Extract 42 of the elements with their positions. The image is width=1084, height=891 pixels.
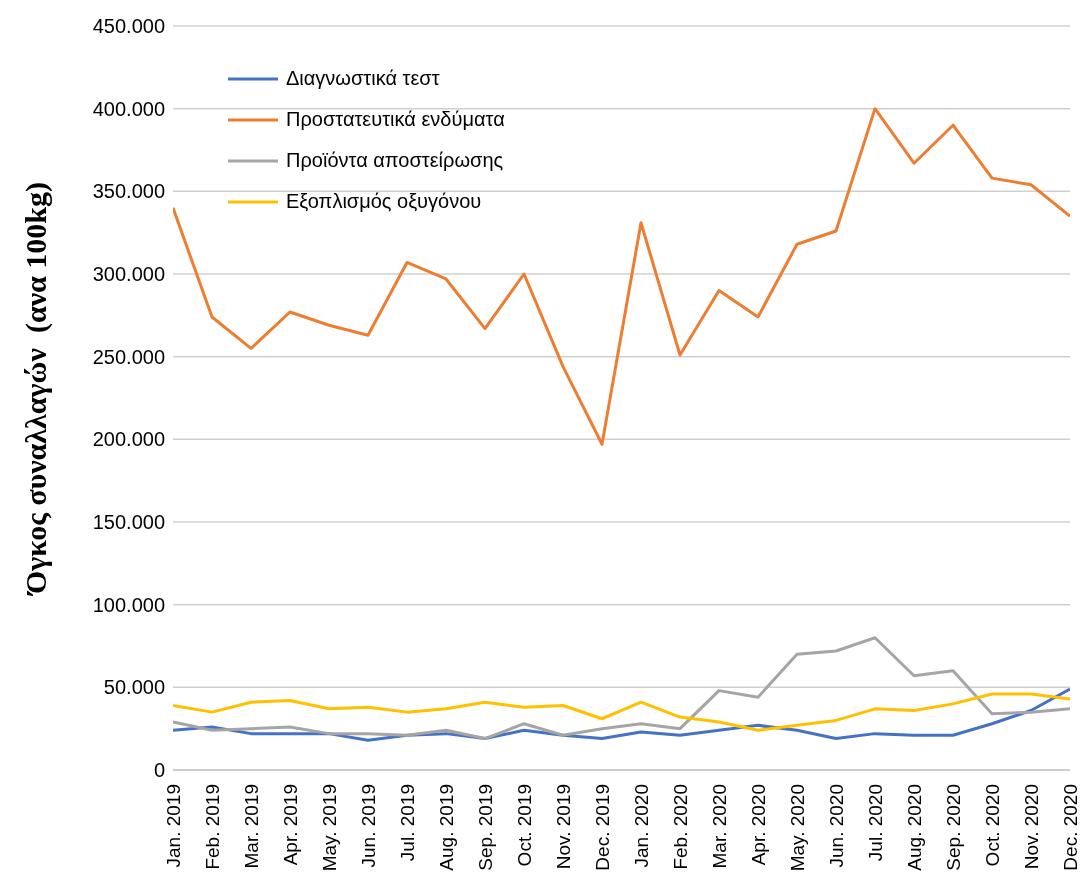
legend-label: Εξοπλισμός οξυγόνου — [286, 190, 482, 213]
x-tick-label: Dec. 2020 — [1059, 784, 1081, 871]
y-tick-label: 450.000 — [92, 15, 165, 38]
x-tick-label: Apr. 2020 — [747, 784, 769, 866]
x-tick-label: Jul. 2019 — [396, 784, 418, 862]
x-tick-label: Aug. 2020 — [903, 784, 925, 871]
x-tick-label: Dec. 2019 — [591, 784, 613, 871]
x-tick-label: May. 2020 — [786, 784, 808, 872]
x-tick-label: Feb. 2020 — [669, 784, 691, 870]
x-tick-label: Sep. 2019 — [474, 784, 496, 871]
y-tick-label: 150.000 — [92, 511, 165, 534]
x-tick-label: Oct. 2020 — [981, 784, 1003, 867]
x-tick-label: Oct. 2019 — [513, 784, 535, 867]
y-tick-label: 400.000 — [92, 97, 165, 120]
x-tick-label: Jun. 2019 — [357, 784, 379, 868]
x-tick-label: Mar. 2020 — [708, 784, 730, 869]
line-series — [173, 107, 1070, 446]
x-tick-label: Feb. 2019 — [201, 784, 223, 870]
y-tick-label: 50.000 — [103, 676, 165, 699]
x-tick-label: Mar. 2019 — [240, 784, 262, 869]
x-tick-label: Jan. 2019 — [162, 784, 184, 868]
x-tick-label: Aug. 2019 — [435, 784, 457, 871]
x-tick-label: Jan. 2020 — [630, 784, 652, 868]
x-tick-label: May. 2019 — [318, 784, 340, 872]
x-tick-label: Jun. 2020 — [825, 784, 847, 868]
y-tick-label: 300.000 — [92, 263, 165, 286]
y-tick-label: 250.000 — [92, 345, 165, 368]
y-axis-title: Όγκος συναλλαγών (ανα 100kg) — [19, 182, 53, 594]
legend-label: Προστατευτικά ενδύματα — [286, 108, 505, 131]
y-tick-label: 350.000 — [92, 180, 165, 203]
line-series — [173, 692, 1070, 732]
y-tick-label: 100.000 — [92, 593, 165, 616]
x-tick-label: Sep. 2020 — [942, 784, 964, 871]
legend-label: Προϊόντα αποστείρωσης — [286, 149, 504, 172]
x-tick-label: Jul. 2020 — [864, 784, 886, 862]
y-tick-label: 0 — [153, 759, 165, 782]
y-tick-label: 200.000 — [92, 428, 165, 451]
legend-label: Διαγνωστικά τεστ — [286, 67, 440, 90]
x-tick-label: Apr. 2019 — [279, 784, 301, 866]
x-tick-label: Nov. 2019 — [552, 784, 574, 870]
x-tick-label: Nov. 2020 — [1020, 784, 1042, 870]
line-series — [173, 636, 1070, 741]
